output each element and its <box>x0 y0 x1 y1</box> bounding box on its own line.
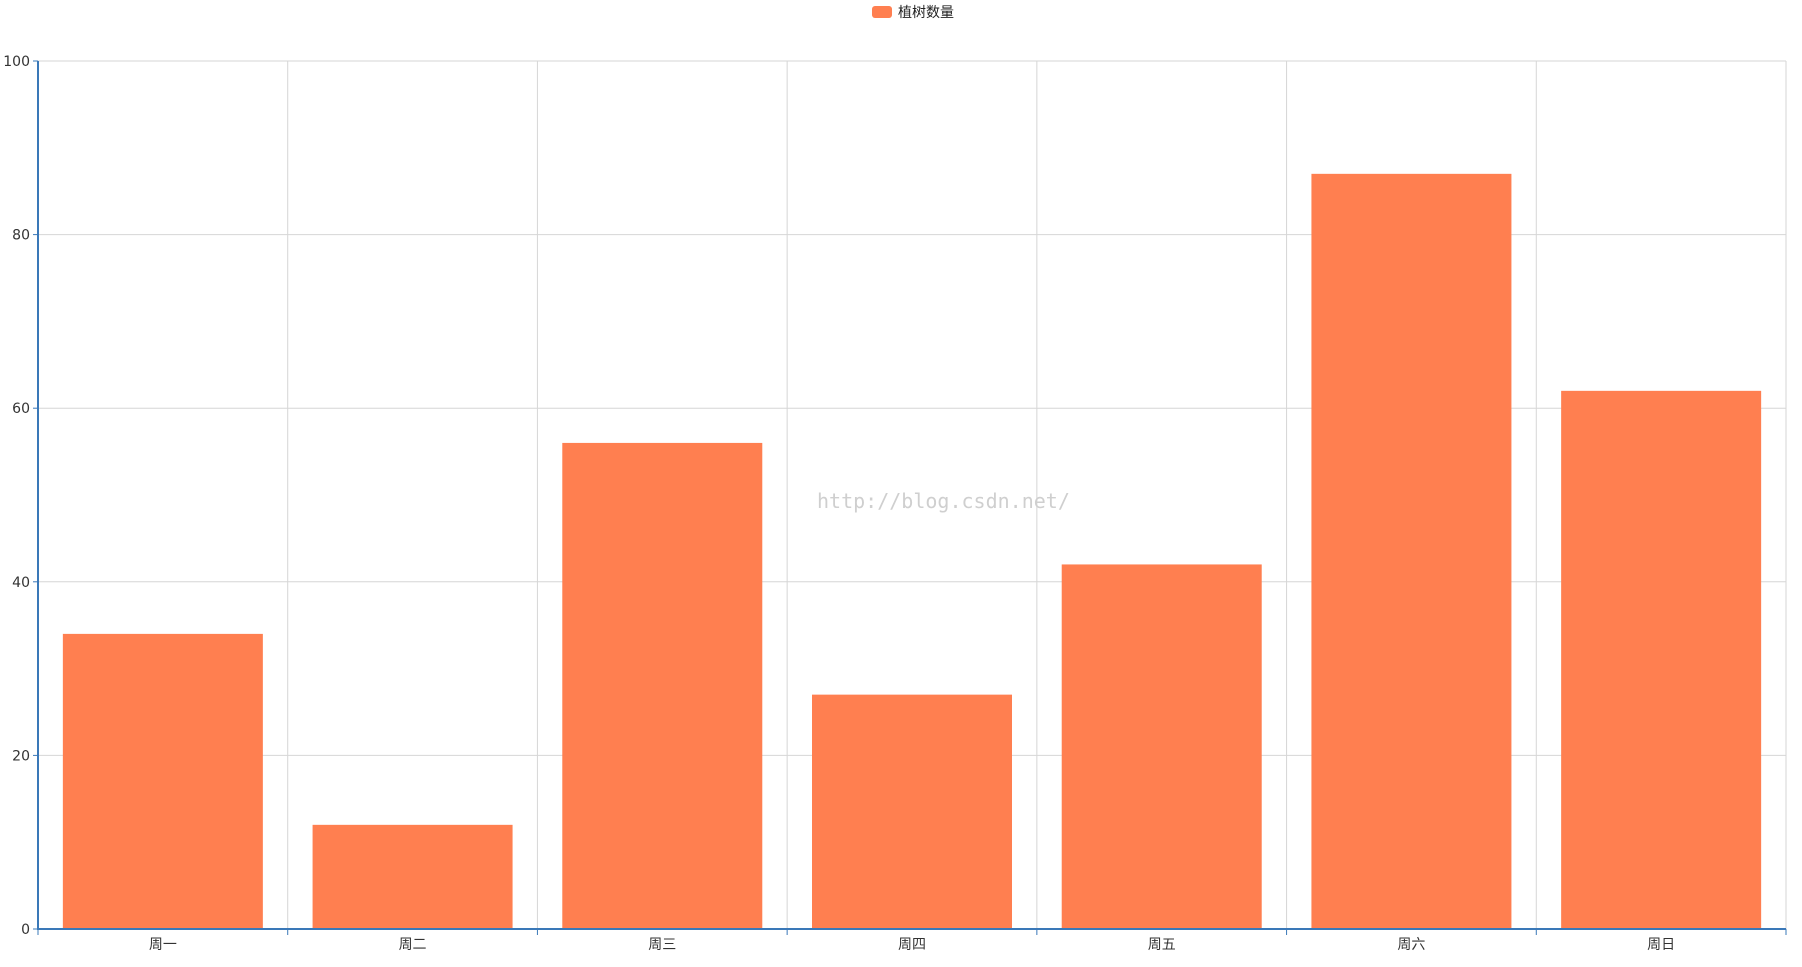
bar-6[interactable] <box>1311 173 1512 930</box>
x-tick-label-2: 周二 <box>399 937 427 953</box>
vertical-gridlines <box>287 61 1787 929</box>
y-tick-label-1: 20 <box>12 748 30 764</box>
x-tick-label-1: 周一 <box>149 937 177 953</box>
x-tick-label-7: 周日 <box>1647 937 1675 953</box>
y-tick-label-4: 80 <box>12 228 30 244</box>
y-axis-tick-labels: 0 20 40 60 80 100 <box>3 54 30 938</box>
y-tick-label-2: 40 <box>12 575 30 591</box>
y-tick-label-0: 0 <box>21 922 30 938</box>
bar-series <box>62 173 1762 930</box>
bar-2[interactable] <box>312 824 513 929</box>
legend-label: 植树数量 <box>898 5 954 21</box>
x-tick-label-3: 周三 <box>648 937 676 953</box>
axes <box>33 60 1787 935</box>
bar-7[interactable] <box>1561 390 1762 930</box>
bar-3[interactable] <box>562 442 763 929</box>
y-tick-label-5: 100 <box>3 54 30 70</box>
y-tick-label-3: 60 <box>12 401 30 417</box>
x-tick-label-6: 周六 <box>1397 937 1425 953</box>
x-axis-tick-labels: 周一 周二 周三 周四 周五 周六 周日 <box>149 937 1675 953</box>
watermark-text: http://blog.csdn.net/ <box>817 489 1070 513</box>
bar-1[interactable] <box>62 633 263 929</box>
legend[interactable]: 植树数量 <box>872 5 954 21</box>
x-tick-label-5: 周五 <box>1148 937 1176 953</box>
bar-4[interactable] <box>812 694 1012 929</box>
legend-swatch <box>872 6 892 18</box>
bar-5[interactable] <box>1061 564 1262 929</box>
x-tick-label-4: 周四 <box>898 937 926 953</box>
